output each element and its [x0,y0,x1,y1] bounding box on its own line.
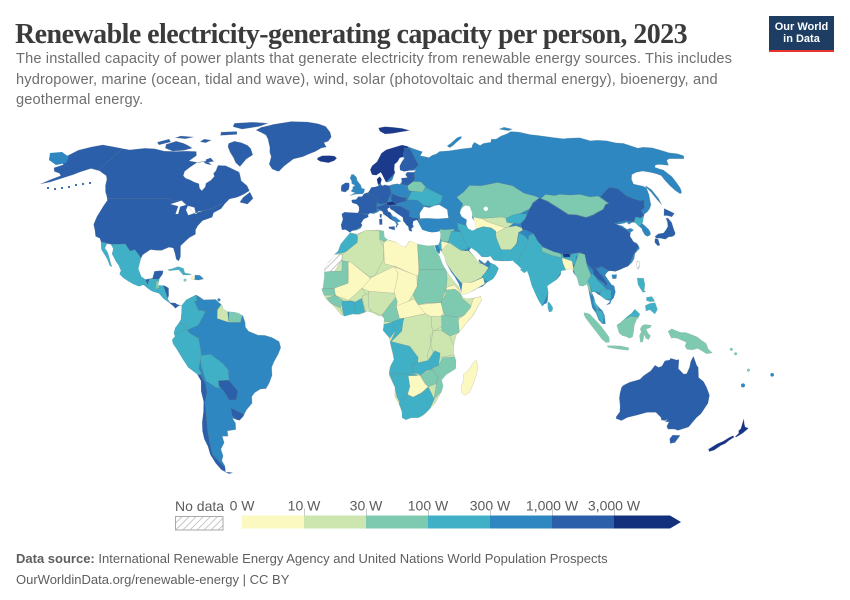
svg-text:100 W: 100 W [408,498,449,514]
svg-text:10 W: 10 W [288,498,321,514]
svg-text:300 W: 300 W [470,498,511,514]
svg-text:1,000 W: 1,000 W [526,498,579,514]
svg-text:30 W: 30 W [350,498,383,514]
svg-text:0 W: 0 W [230,498,255,514]
svg-text:3,000 W: 3,000 W [588,498,641,514]
